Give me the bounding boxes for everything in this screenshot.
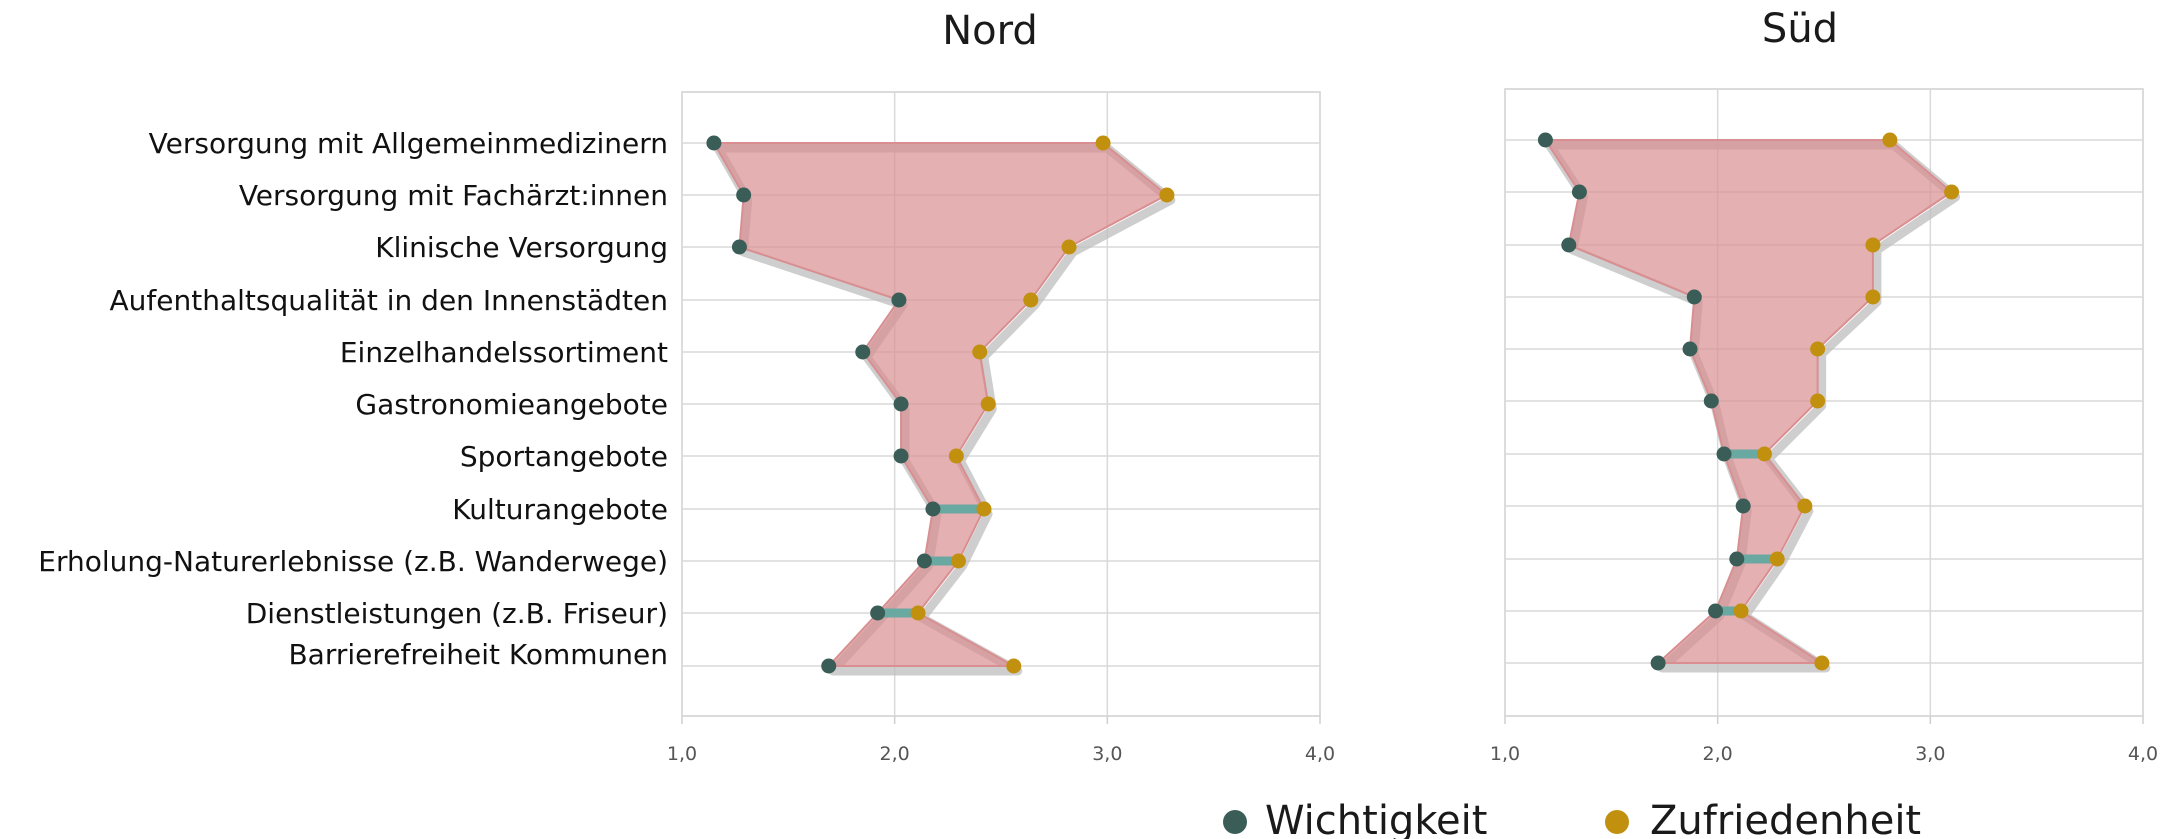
x-tick-label: 1,0 [667,743,697,765]
legend-label-wichtigkeit: Wichtigkeit [1265,798,1487,839]
point-wichtigkeit [1686,289,1702,305]
point-zufriedenheit [1756,446,1772,462]
point-wichtigkeit [916,553,932,569]
point-wichtigkeit [893,448,909,464]
point-wichtigkeit [1682,341,1698,357]
panel-sued: Süd 1,0 2,0 3,0 4,0 [1490,6,2158,765]
point-zufriedenheit [1810,393,1826,409]
point-wichtigkeit [821,658,837,674]
point-zufriedenheit [1814,655,1830,671]
point-wichtigkeit [1703,393,1719,409]
legend-label-zufriedenheit: Zufriedenheit [1650,798,1921,839]
x-tick-label: 4,0 [2128,743,2158,765]
point-zufriedenheit [948,448,964,464]
point-zufriedenheit [910,605,926,621]
point-wichtigkeit [925,501,941,517]
point-wichtigkeit [1561,237,1577,253]
point-wichtigkeit [706,135,722,151]
point-zufriedenheit [1733,603,1749,619]
point-wichtigkeit [1735,498,1751,514]
point-zufriedenheit [1006,658,1022,674]
legend-marker-wichtigkeit [1223,810,1247,834]
point-wichtigkeit [1571,184,1587,200]
point-zufriedenheit [1061,239,1077,255]
point-zufriedenheit [980,396,996,412]
point-wichtigkeit [870,605,886,621]
point-wichtigkeit [731,239,747,255]
point-wichtigkeit [1716,446,1732,462]
point-zufriedenheit [976,501,992,517]
panel-title-nord: Nord [942,8,1038,54]
legend: Wichtigkeit Zufriedenheit [1223,798,1921,839]
category-label: Einzelhandelssortiment [340,336,668,369]
point-zufriedenheit [1944,184,1960,200]
point-wichtigkeit [855,344,871,360]
point-zufriedenheit [1797,498,1813,514]
point-zufriedenheit [1159,187,1175,203]
point-wichtigkeit [1708,603,1724,619]
x-tick-label: 1,0 [1490,743,1520,765]
x-tick-label: 2,0 [1703,743,1733,765]
point-zufriedenheit [1023,292,1039,308]
x-tick-label: 4,0 [1305,743,1335,765]
category-label: Gastronomieangebote [355,388,668,421]
x-tick-label: 3,0 [1092,743,1122,765]
category-label: Aufenthaltsqualität in den Innenstädten [110,284,668,317]
point-zufriedenheit [1882,132,1898,148]
panel-title-sued: Süd [1762,6,1838,52]
point-wichtigkeit [1537,132,1553,148]
category-label: Erholung-Naturerlebnisse (z.B. Wanderweg… [38,545,668,578]
category-label: Barrierefreiheit Kommunen [288,638,668,671]
legend-marker-zufriedenheit [1605,810,1629,834]
panel-nord: Nord 1,0 2,0 3,0 4,0 [667,8,1335,765]
point-wichtigkeit [736,187,752,203]
point-wichtigkeit [1729,551,1745,567]
category-labels: Versorgung mit Allgemeinmedizinern Versor… [38,127,668,671]
point-zufriedenheit [1810,341,1826,357]
category-label: Kulturangebote [452,493,668,526]
x-tick-label: 3,0 [1915,743,1945,765]
point-zufriedenheit [1095,135,1111,151]
point-zufriedenheit [1769,551,1785,567]
point-wichtigkeit [893,396,909,412]
point-zufriedenheit [972,344,988,360]
point-zufriedenheit [1865,289,1881,305]
point-zufriedenheit [1865,237,1881,253]
point-wichtigkeit [1650,655,1666,671]
point-wichtigkeit [891,292,907,308]
category-label: Versorgung mit Fachärzt:innen [239,179,668,212]
category-label: Klinische Versorgung [375,231,668,264]
category-label: Dienstleistungen (z.B. Friseur) [246,597,668,630]
category-label: Versorgung mit Allgemeinmedizinern [149,127,668,160]
x-tick-label: 2,0 [880,743,910,765]
category-label: Sportangebote [460,440,668,473]
point-zufriedenheit [950,553,966,569]
